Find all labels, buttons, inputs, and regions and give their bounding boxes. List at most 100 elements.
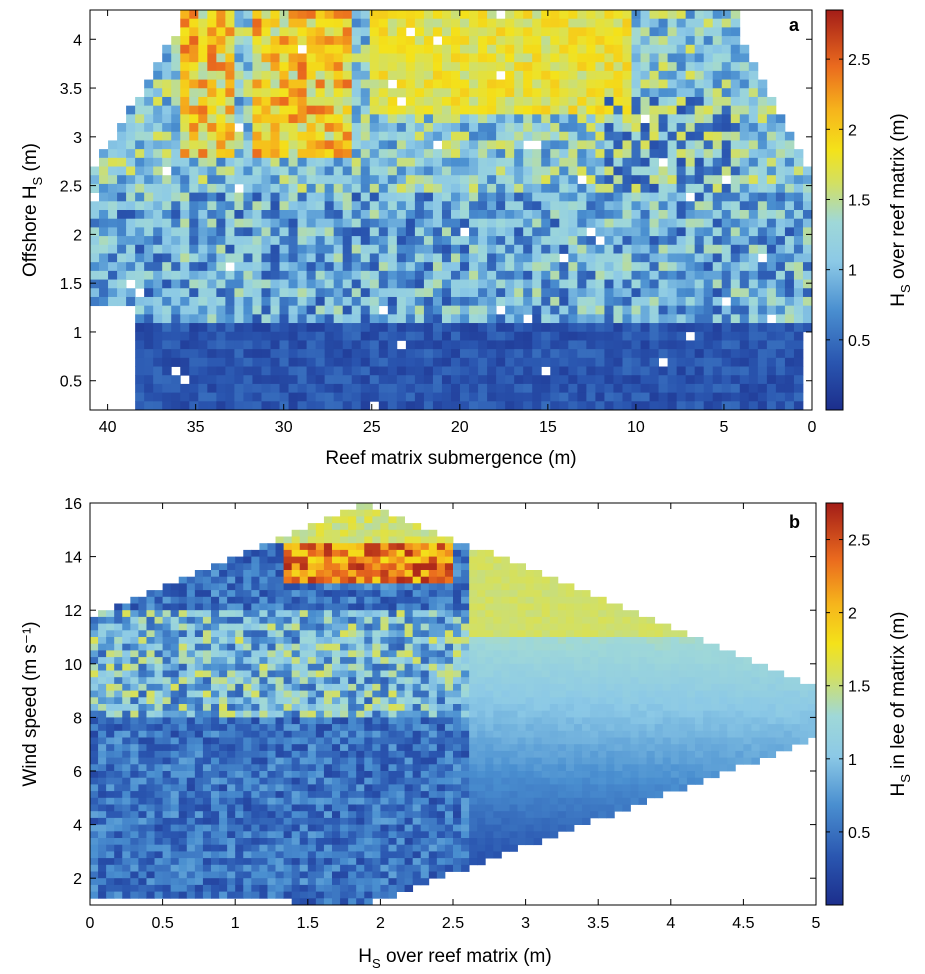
heat-cell — [595, 245, 604, 254]
heat-cell — [767, 271, 776, 280]
heat-cell — [324, 516, 332, 523]
heat-cell — [677, 297, 686, 306]
heat-cell — [235, 664, 243, 671]
heat-cell — [251, 771, 259, 778]
heat-cell — [505, 253, 514, 262]
heat-cell — [324, 798, 332, 805]
heat-cell — [550, 184, 559, 193]
heat-cell — [189, 384, 198, 393]
heat-cell — [379, 10, 388, 19]
heat-cell — [505, 349, 514, 358]
heat-cell — [496, 62, 505, 71]
heat-cell — [99, 158, 108, 167]
heat-cell — [179, 671, 187, 678]
heat-cell — [487, 62, 496, 71]
heat-cell — [704, 27, 713, 36]
heat-cell — [324, 637, 332, 644]
heat-cell — [424, 10, 433, 19]
heat-cell — [163, 717, 171, 724]
heat-cell — [325, 167, 334, 176]
heat-cell — [90, 664, 98, 671]
heat-cell — [153, 367, 162, 376]
heat-cell — [153, 184, 162, 193]
heat-cell — [153, 140, 162, 149]
heat-cell — [334, 332, 343, 341]
heat-cell — [114, 791, 122, 798]
heat-cell — [207, 114, 216, 123]
heat-cell — [622, 27, 631, 36]
heat-cell — [469, 306, 478, 315]
heat-cell — [261, 201, 270, 210]
heat-cell — [677, 332, 686, 341]
heat-cell — [243, 550, 251, 557]
heat-cell — [632, 27, 641, 36]
heat-cell — [433, 323, 442, 332]
heat-cell — [307, 384, 316, 393]
heat-cell — [469, 375, 478, 384]
heat-cell — [155, 878, 163, 885]
heat-cell — [189, 106, 198, 115]
heat-cell — [332, 516, 340, 523]
heat-cell — [180, 149, 189, 158]
heat-cell — [198, 123, 207, 132]
heat-cell — [659, 323, 668, 332]
heat-cell — [433, 245, 442, 254]
heat-cell — [267, 738, 275, 745]
heat-cell — [289, 219, 298, 228]
heat-cell — [90, 831, 98, 838]
heat-cell — [695, 167, 704, 176]
heat-cell — [713, 384, 722, 393]
heat-cell — [424, 53, 433, 62]
heat-cell — [261, 80, 270, 89]
heat-cell — [280, 184, 289, 193]
heat-cell — [171, 71, 180, 80]
heat-cell — [162, 45, 171, 54]
heat-cell — [794, 149, 803, 158]
heat-cell — [187, 671, 195, 678]
heat-cell — [767, 375, 776, 384]
heat-cell — [316, 784, 324, 791]
heat-cell — [740, 167, 749, 176]
heat-cell — [227, 764, 235, 771]
heat-cell — [114, 811, 122, 818]
heat-cell — [252, 288, 261, 297]
heat-cell — [550, 19, 559, 28]
heat-cell — [794, 253, 803, 262]
heat-cell — [90, 704, 98, 711]
heat-cell — [659, 140, 668, 149]
heat-cell — [153, 245, 162, 254]
heat-cell — [433, 123, 442, 132]
heat-cell — [514, 53, 523, 62]
heat-cell — [316, 583, 324, 590]
heat-cell — [695, 175, 704, 184]
heat-cell — [541, 158, 550, 167]
heat-cell — [424, 123, 433, 132]
heat-cell — [424, 132, 433, 141]
heat-cell — [219, 791, 227, 798]
heat-cell — [138, 617, 146, 624]
heat-cell — [106, 637, 114, 644]
heat-cell — [99, 288, 108, 297]
heat-cell — [308, 731, 316, 738]
heat-cell — [243, 677, 251, 684]
heat-cell — [187, 644, 195, 651]
heat-cell — [198, 349, 207, 358]
heat-cell — [153, 358, 162, 367]
heat-cell — [106, 657, 114, 664]
heat-cell — [532, 306, 541, 315]
heat-cell — [514, 306, 523, 315]
heat-cell — [267, 825, 275, 832]
heat-cell — [668, 19, 677, 28]
heat-cell — [595, 114, 604, 123]
heat-cell — [343, 210, 352, 219]
heat-cell — [300, 590, 308, 597]
heat-cell — [541, 71, 550, 80]
heat-cell — [650, 80, 659, 89]
heat-cell — [90, 677, 98, 684]
heat-cell — [308, 825, 316, 832]
heat-cell — [767, 401, 776, 410]
heat-cell — [316, 384, 325, 393]
heat-cell — [568, 375, 577, 384]
heat-cell — [613, 314, 622, 323]
heat-cell — [298, 393, 307, 402]
